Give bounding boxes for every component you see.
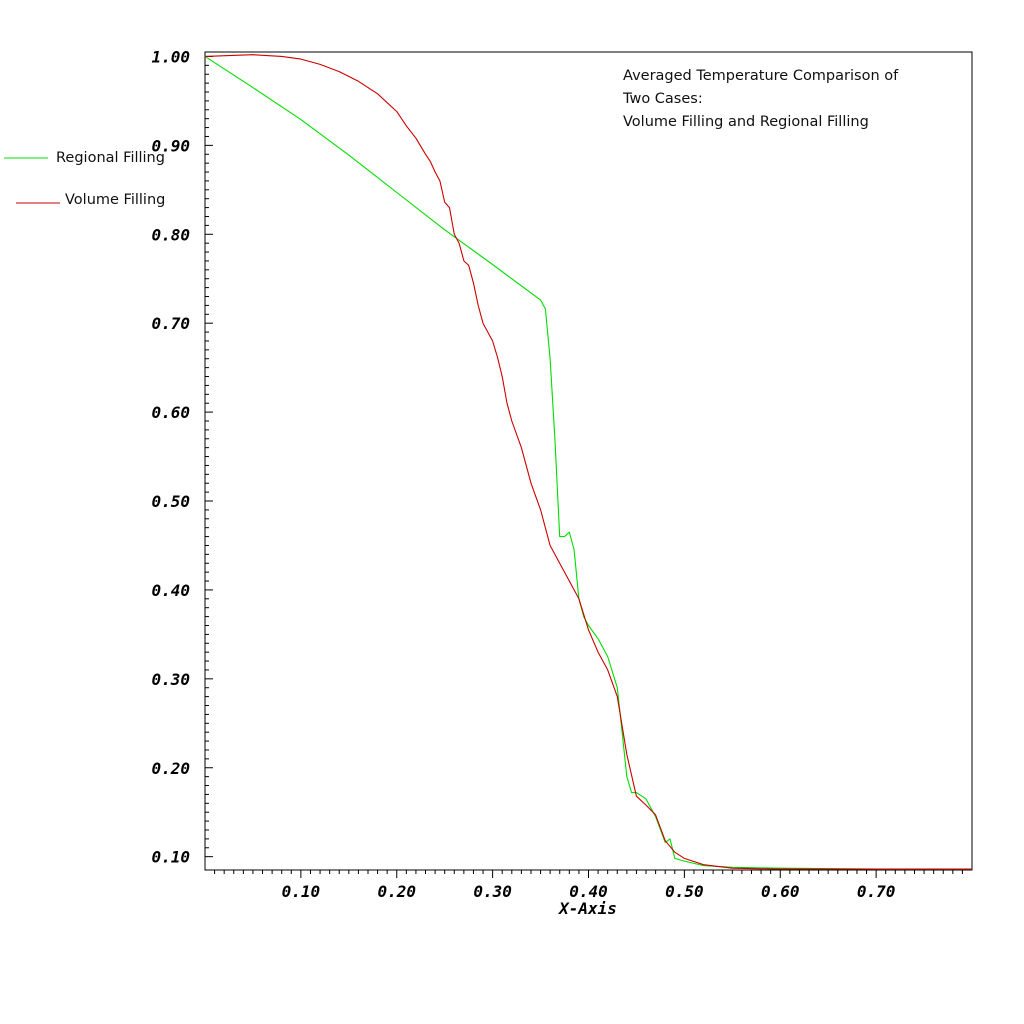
y-axis: 0.10 0.20 0.30 0.40 0.50 0.60 0.70 0.80 0.90 1.00 [151, 47, 213, 867]
x-tick-label: 0.40 [569, 882, 608, 901]
y-tick-label: 0.50 [151, 492, 190, 511]
y-tick-label: 0.80 [151, 225, 190, 244]
y-tick-label: 0.30 [151, 670, 190, 689]
series-line-volume-filling [204, 54, 972, 870]
y-tick-label: 0.20 [151, 759, 190, 778]
x-tick-label: 0.20 [377, 882, 416, 901]
legend-label-regional: Regional Filling [56, 150, 165, 166]
x-tick-label: 0.10 [282, 882, 321, 901]
chart-annotation: Averaged Temperature Comparison of Two C… [622, 68, 899, 130]
annotation-line-2: Two Cases: [622, 91, 703, 107]
plot-area [204, 51, 973, 871]
x-tick-label: 0.60 [761, 882, 800, 901]
x-tick-label: 0.70 [857, 882, 896, 901]
series-layer [204, 54, 972, 870]
annotation-line-3: Volume Filling and Regional Filling [623, 114, 869, 130]
legend: Regional Filling Volume Filling [4, 150, 165, 208]
x-tick-label: 0.50 [665, 882, 704, 901]
y-tick-label: 1.00 [151, 47, 190, 66]
x-tick-label: 0.30 [473, 882, 512, 901]
y-tick-label: 0.60 [151, 403, 190, 422]
y-tick-label: 0.10 [151, 848, 190, 867]
x-axis-title: X-Axis [557, 899, 617, 918]
series-line-regional-filling [204, 55, 972, 870]
y-tick-label: 0.40 [151, 581, 190, 600]
annotation-line-1: Averaged Temperature Comparison of [623, 68, 899, 84]
x-axis: 0.10 0.20 0.30 0.40 0.50 0.60 0.70 [214, 870, 963, 901]
legend-label-volume: Volume Filling [65, 192, 165, 208]
y-tick-label: 0.70 [151, 314, 190, 333]
y-tick-label: 0.90 [151, 136, 190, 155]
